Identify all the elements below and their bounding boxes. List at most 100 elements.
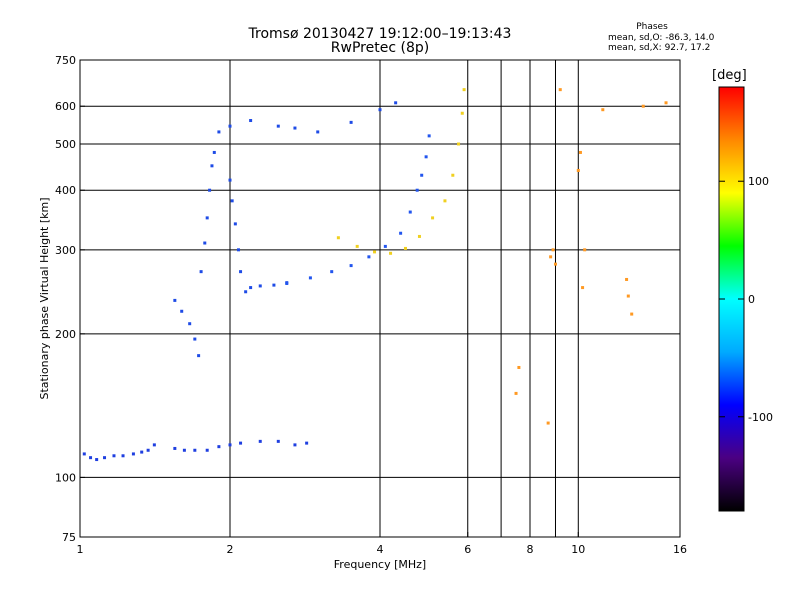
colorbar-tick-label: -100 (748, 411, 773, 424)
data-point (431, 216, 435, 220)
x-tick-label: 6 (464, 543, 471, 556)
data-point (420, 173, 424, 177)
y-tick-label: 400 (55, 184, 76, 197)
data-point (330, 270, 334, 274)
data-point (228, 124, 232, 128)
x-tick-label: 4 (377, 543, 384, 556)
data-point (549, 255, 553, 259)
data-point (415, 188, 419, 192)
y-tick-label: 75 (62, 531, 76, 544)
y-tick-label: 750 (55, 54, 76, 67)
data-point (230, 199, 234, 203)
data-point (228, 178, 232, 182)
data-point (443, 199, 447, 203)
data-point (173, 446, 177, 450)
data-point (210, 164, 214, 168)
data-point (399, 231, 403, 235)
data-point (293, 443, 297, 447)
data-point (121, 454, 125, 458)
data-point (625, 277, 629, 281)
data-point (217, 130, 221, 134)
data-point (249, 119, 253, 123)
data-point (239, 270, 243, 274)
data-point (514, 391, 518, 395)
data-point (193, 337, 197, 341)
data-point (285, 281, 289, 285)
stats-o-mode: mean, sd,O: -86.3, 14.0 (608, 33, 715, 43)
data-point (182, 448, 186, 452)
data-point (583, 248, 587, 252)
data-point (82, 452, 86, 456)
data-point (276, 439, 280, 443)
y-tick-label: 300 (55, 244, 76, 257)
data-point (208, 188, 212, 192)
data-point (112, 454, 116, 458)
data-point (203, 241, 207, 245)
colorbar-tick-label: 0 (748, 293, 755, 306)
data-point (451, 173, 455, 177)
colorbar-tick-label: 100 (748, 175, 769, 188)
data-point (517, 365, 521, 369)
data-point (249, 286, 253, 290)
data-point (457, 142, 461, 146)
data-point (336, 236, 340, 240)
data-point (131, 452, 135, 456)
data-point (349, 264, 353, 268)
y-tick-label: 200 (55, 328, 76, 341)
data-point (205, 216, 209, 220)
data-point (630, 312, 634, 316)
data-point (152, 443, 156, 447)
data-point (95, 458, 99, 462)
data-point (272, 283, 276, 287)
data-point (626, 294, 630, 298)
x-tick-label: 8 (527, 543, 534, 556)
data-point (460, 111, 464, 115)
data-point (293, 126, 297, 130)
data-point (180, 309, 184, 313)
data-point (188, 322, 192, 326)
data-point (427, 134, 431, 138)
data-point (581, 286, 585, 290)
x-tick-label: 2 (227, 543, 234, 556)
data-point (199, 270, 203, 274)
data-point (641, 104, 645, 108)
data-point (316, 130, 320, 134)
x-tick-label: 16 (673, 543, 687, 556)
data-point (558, 88, 562, 92)
data-point (349, 120, 353, 124)
colorbar-unit: [deg] (712, 68, 747, 83)
data-point (89, 456, 93, 460)
x-tick-label: 1 (77, 543, 84, 556)
data-point (258, 439, 262, 443)
data-point (424, 155, 428, 159)
data-point (140, 450, 144, 454)
data-point (103, 456, 107, 460)
data-point (205, 448, 209, 452)
y-tick-label: 500 (55, 138, 76, 151)
data-point (551, 248, 555, 252)
data-point (212, 150, 216, 154)
stats-heading: Phases (636, 22, 668, 32)
data-point (576, 168, 580, 172)
data-point (244, 290, 248, 294)
data-point (601, 108, 605, 112)
data-point (383, 244, 387, 248)
y-axis-label: Stationary phase Virtual Height [km] (38, 197, 51, 399)
data-point (417, 234, 421, 238)
data-point (462, 88, 466, 92)
data-point (367, 255, 371, 259)
y-tick-label: 100 (55, 471, 76, 484)
chart-subtitle: RwPretec (8p) (330, 40, 430, 56)
data-point (236, 248, 240, 252)
chart-title: Tromsø 20130427 19:12:00–19:13:43 (248, 26, 512, 42)
data-point (233, 222, 237, 226)
data-point (193, 448, 197, 452)
data-point (197, 354, 201, 358)
data-point (146, 448, 150, 452)
data-point (355, 244, 359, 248)
data-point (305, 441, 309, 445)
data-point (664, 101, 668, 105)
data-point (217, 445, 221, 449)
data-point (389, 251, 393, 255)
